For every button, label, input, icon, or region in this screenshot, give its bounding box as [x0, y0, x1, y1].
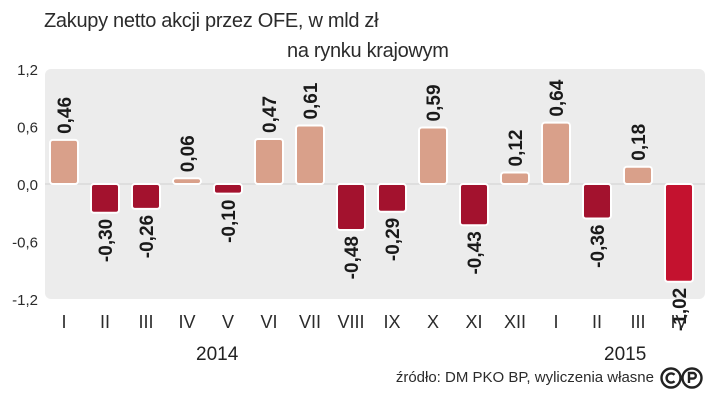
bar-14	[582, 183, 612, 220]
year-label-2014: 2014	[196, 344, 239, 365]
x-tick-label: V	[222, 312, 234, 332]
x-tick-label: VII	[299, 312, 321, 332]
x-tick-label: X	[427, 312, 439, 332]
chart-title: Zakupy netto akcji przez OFE, w mld zł	[44, 10, 379, 32]
x-tick-label: VI	[260, 312, 277, 332]
x-tick-label: VIII	[337, 312, 364, 332]
value-label-13: 0,64	[547, 79, 568, 116]
x-tick-label: IV	[178, 312, 195, 332]
value-label-12: 0,12	[506, 130, 527, 167]
bar-13	[541, 121, 571, 185]
bar-11	[459, 183, 489, 227]
value-label-8: -0,48	[342, 236, 363, 279]
x-tick-label: XI	[465, 312, 482, 332]
bar-5	[213, 183, 243, 195]
source-note: źródło: DM PKO BP, wyliczenia własne	[395, 369, 654, 386]
value-label-1: 0,46	[55, 97, 76, 134]
value-label-15: 0,18	[629, 124, 650, 161]
bar-1	[49, 138, 79, 186]
y-tick-label: -0,6	[12, 235, 38, 252]
value-label-7: 0,61	[301, 82, 322, 119]
bar-6	[254, 137, 284, 185]
bar-3	[131, 183, 161, 210]
value-label-16: -1,02	[670, 288, 691, 331]
value-label-4: 0,06	[178, 135, 199, 172]
x-tick-label: III	[138, 312, 153, 332]
bar-7	[295, 124, 325, 185]
value-label-14: -0,36	[588, 225, 609, 268]
year-label-2015: 2015	[604, 344, 647, 365]
bar-8	[336, 183, 366, 231]
bar-9	[377, 183, 407, 213]
value-label-10: 0,59	[424, 84, 445, 121]
x-tick-label: XII	[504, 312, 526, 332]
value-label-9: -0,29	[383, 218, 404, 261]
bar-15	[623, 165, 653, 185]
bar-10	[418, 126, 448, 186]
value-label-3: -0,26	[137, 215, 158, 258]
bar-4	[172, 177, 202, 185]
bar-12	[500, 171, 530, 185]
x-tick-label: IX	[383, 312, 400, 332]
value-label-11: -0,43	[465, 231, 486, 274]
value-label-2: -0,30	[96, 219, 117, 262]
y-tick-label: 0,6	[17, 120, 38, 137]
y-tick-label: 1,2	[17, 62, 38, 79]
x-tick-label: II	[100, 312, 110, 332]
x-tick-label: I	[61, 312, 66, 332]
y-tick-label: -1,2	[12, 292, 38, 309]
value-label-5: -0,10	[219, 200, 240, 243]
x-tick-label: III	[630, 312, 645, 332]
x-tick-label: IV	[670, 312, 687, 332]
chart-subtitle: na rynku krajowym	[287, 40, 449, 62]
y-tick-label: 0,0	[17, 177, 38, 194]
value-label-6: 0,47	[260, 96, 281, 133]
x-tick-label: I	[553, 312, 558, 332]
x-tick-label: II	[592, 312, 602, 332]
bar-2	[90, 183, 120, 214]
bar-16	[664, 183, 694, 283]
cc-by-icon	[660, 367, 703, 389]
